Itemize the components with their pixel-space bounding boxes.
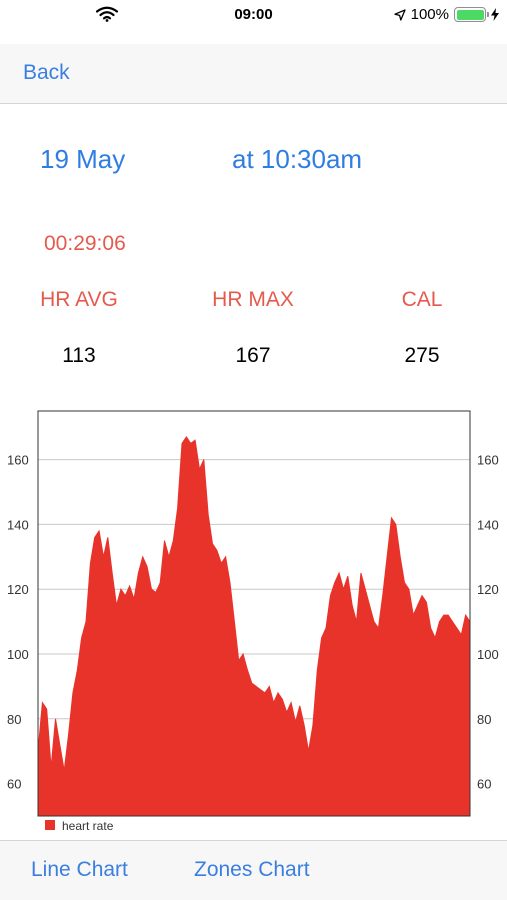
status-right: 100% — [393, 6, 499, 23]
workout-time: at 10:30am — [232, 144, 363, 174]
y-tick-label-right: 80 — [477, 712, 491, 727]
y-tick-label-right: 60 — [477, 777, 491, 792]
y-tick-label-right: 140 — [477, 517, 499, 532]
tab-zones-chart[interactable]: Zones Chart — [194, 858, 310, 881]
y-tick-label-left: 160 — [7, 453, 29, 468]
y-tick-label-right: 100 — [477, 647, 499, 662]
location-arrow-icon — [393, 8, 406, 21]
stat-value-cal: 275 — [404, 344, 440, 367]
status-bar: 09:00 100% — [0, 0, 507, 30]
y-tick-label-left: 100 — [7, 647, 29, 662]
workout-duration: 00:29:06 — [44, 232, 126, 255]
plot-frame — [37, 410, 471, 817]
status-time: 09:00 — [234, 6, 273, 23]
legend-label: heart rate — [62, 819, 114, 833]
back-button[interactable]: Back — [23, 61, 70, 84]
y-tick-label-left: 80 — [7, 712, 21, 727]
charging-bolt-icon — [491, 8, 499, 21]
workout-date: 19 May — [40, 144, 126, 174]
stat-value-hr-max: 167 — [235, 344, 271, 367]
tab-line-chart[interactable]: Line Chart — [31, 858, 128, 881]
stat-label-hr-avg: HR AVG — [40, 288, 118, 311]
nav-bar: Back — [0, 44, 507, 104]
heart-rate-area — [37, 436, 471, 817]
battery-cap — [486, 12, 489, 17]
wifi-icon — [96, 6, 118, 22]
battery-percent: 100% — [410, 6, 449, 23]
y-tick-label-right: 160 — [477, 453, 499, 468]
y-tick-label-left: 140 — [7, 517, 29, 532]
y-tick-label-right: 120 — [477, 582, 499, 597]
heart-rate-chart: 60 60 80 80 100 100 120 120 140 140 160 160 heart ra… — [7, 410, 499, 833]
battery-icon — [454, 7, 489, 22]
battery-fill — [456, 9, 484, 20]
legend-swatch — [45, 820, 55, 830]
stat-label-hr-max: HR MAX — [212, 288, 294, 311]
stat-value-hr-avg: 113 — [62, 344, 96, 367]
y-tick-label-left: 60 — [7, 777, 21, 792]
y-tick-label-left: 120 — [7, 582, 29, 597]
stat-label-cal: CAL — [401, 288, 443, 311]
tab-bar: Line Chart Zones Chart — [0, 840, 507, 900]
